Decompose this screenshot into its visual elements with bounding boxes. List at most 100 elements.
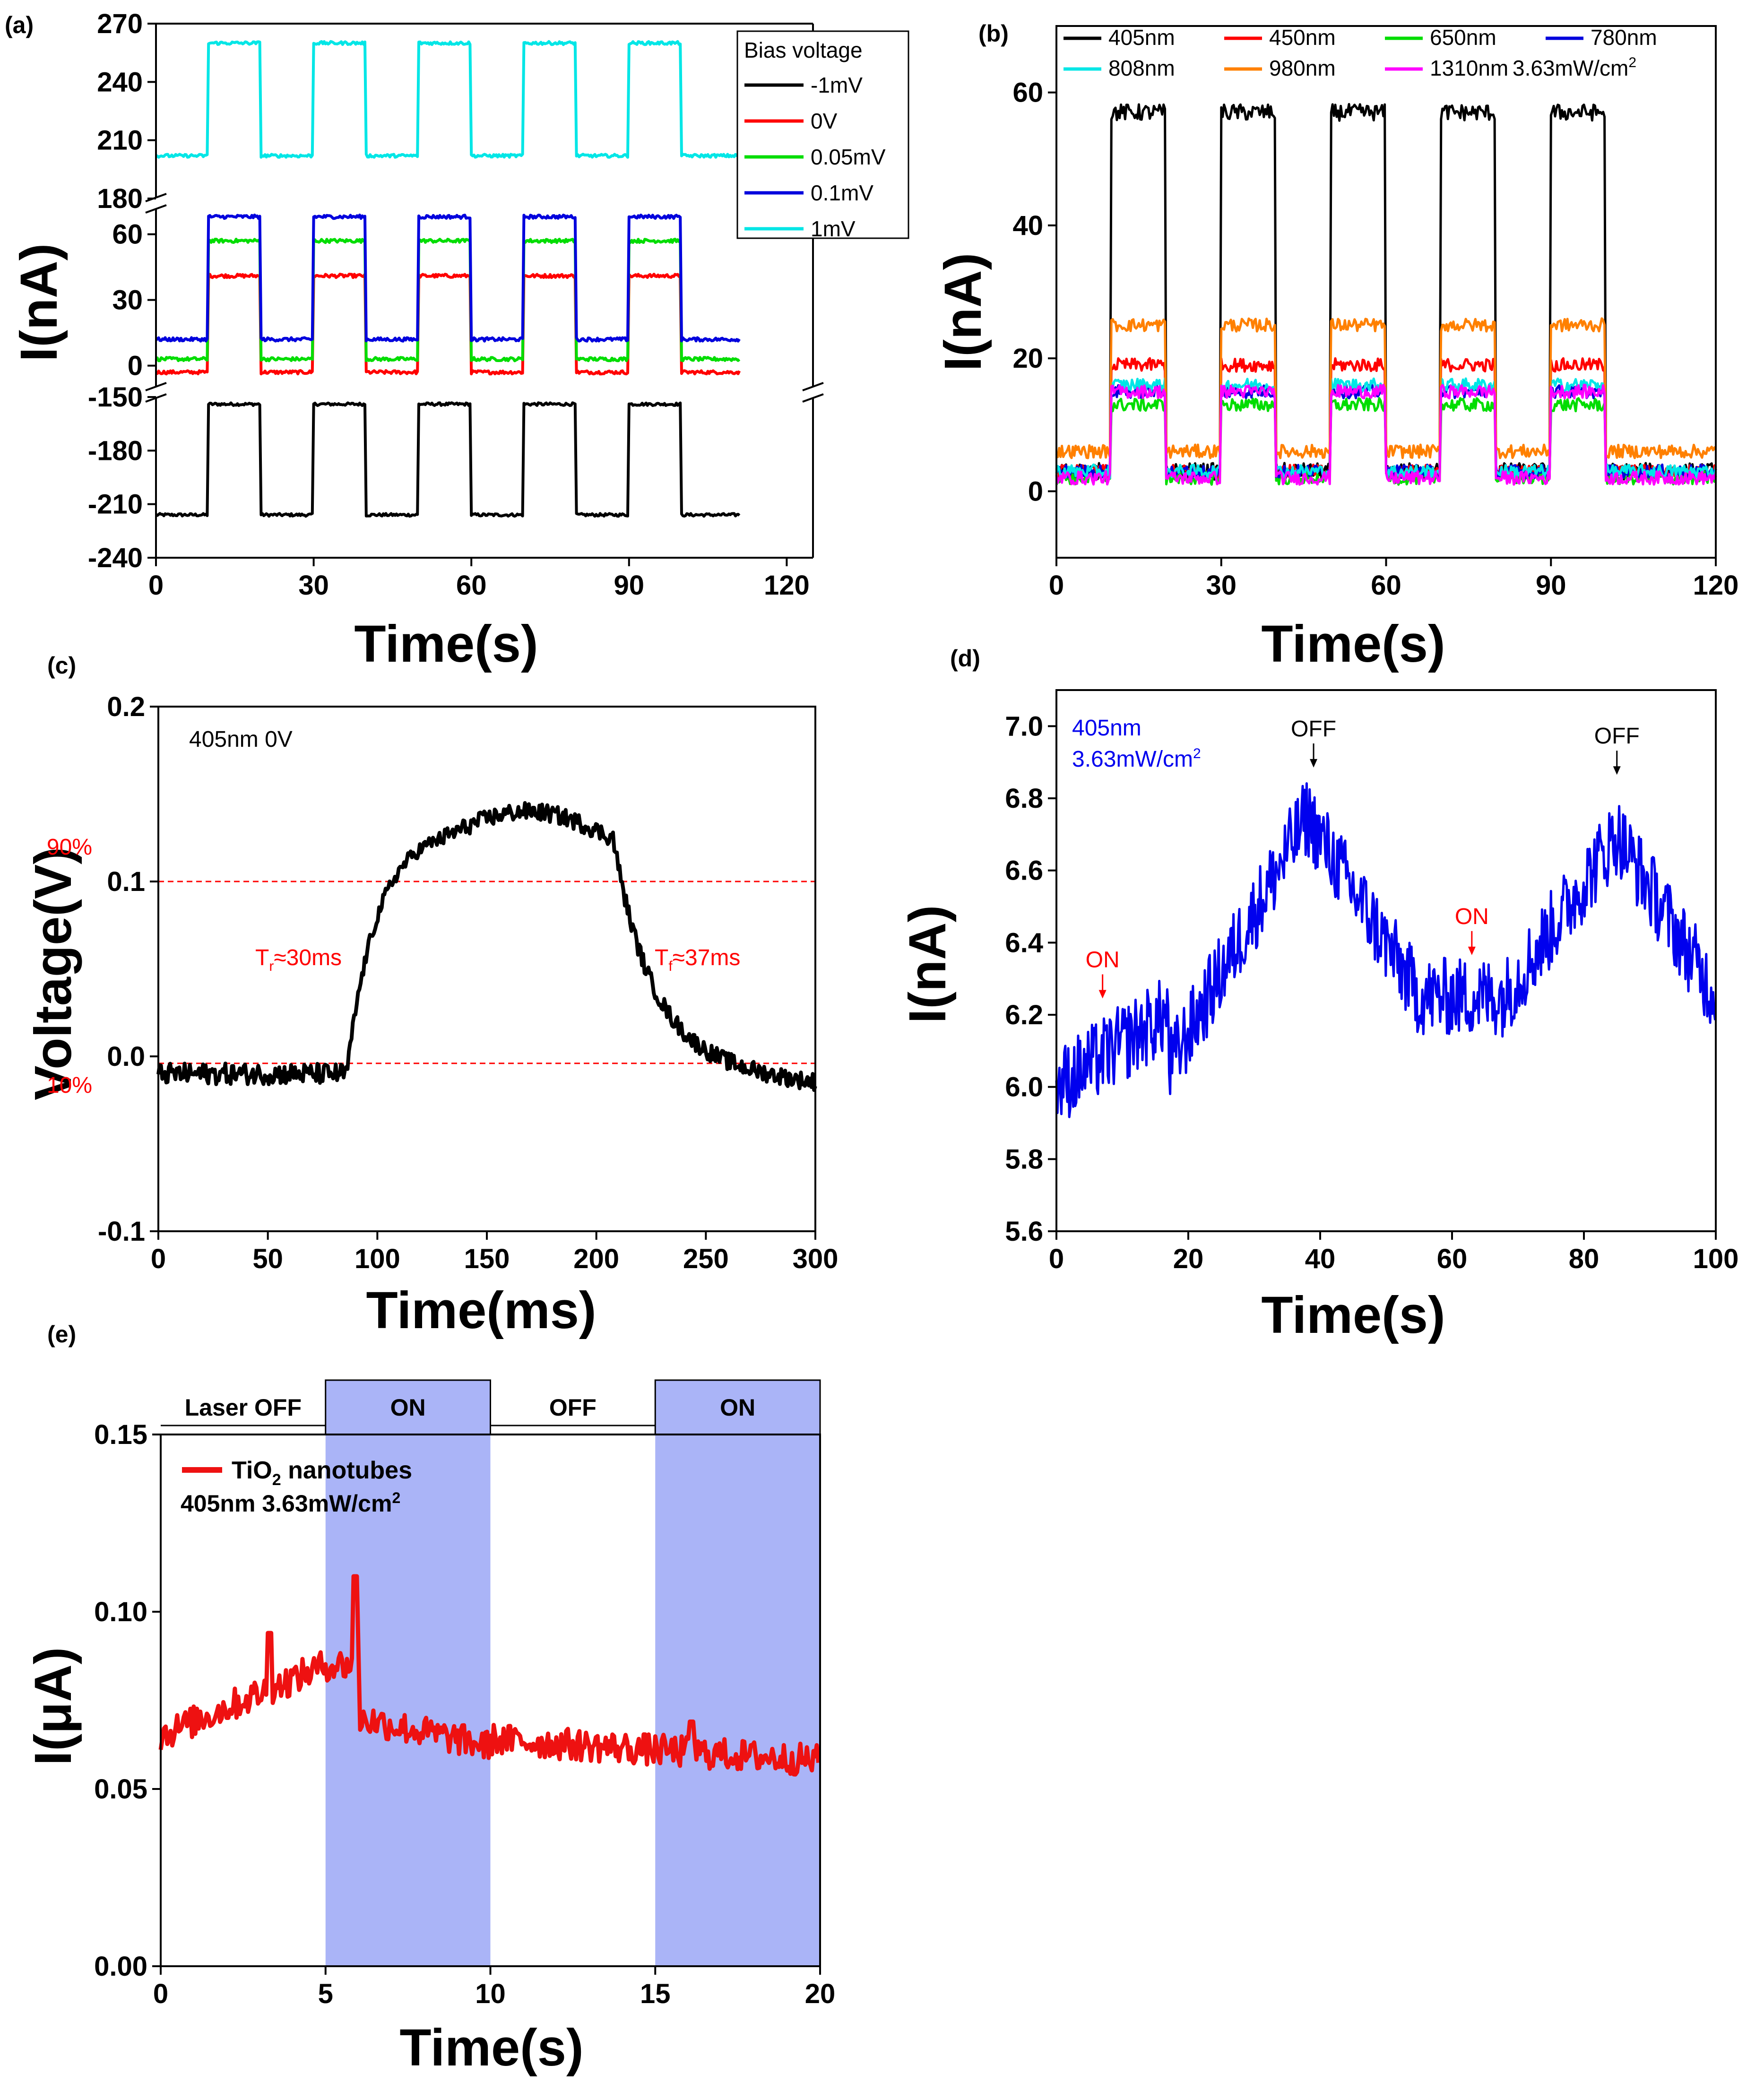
chart-b-legend-label: 405nm: [1108, 25, 1175, 50]
chart-d-ylabel: I(nA): [899, 905, 957, 1023]
chart-a-break-mark: [145, 204, 167, 214]
panel-label-e: (e): [47, 1321, 76, 1348]
chart-b-ytick-label: 60: [1012, 78, 1043, 108]
chart-e-band-header: [325, 1379, 491, 1435]
chart-a-xtick-label: 60: [456, 570, 487, 601]
panel-label-a: (a): [5, 12, 34, 38]
chart-a-break-mark: [802, 382, 824, 391]
chart-a-legend-label: 0.05mV: [811, 145, 886, 169]
chart-a-xtick-label: 90: [614, 570, 645, 601]
chart-b-legend-label: 980nm: [1269, 56, 1336, 80]
chart-e-ytick-label: 0.15: [94, 1419, 147, 1450]
chart-b-legend-label: 450nm: [1269, 25, 1336, 50]
chart-c-ytick-label: -0.1: [98, 1216, 145, 1247]
chart-c: 0 50 100 150 200 250 300 -0.1 0.0 0.1 0.2 Time(ms)…: [24, 691, 838, 1339]
chart-e-shaded-band: [655, 1434, 820, 1966]
chart-d-xtick-label: 60: [1437, 1244, 1468, 1274]
chart-a-ytick-label: 180: [97, 183, 143, 214]
chart-a-break-mark: [145, 382, 167, 391]
chart-b-intensity: 3.63mW/cm2: [1513, 55, 1636, 80]
chart-e-xtick-label: 0: [153, 1979, 168, 2009]
chart-e-ytick-label: 0.00: [94, 1951, 147, 1982]
chart-b-ytick-label: 20: [1012, 343, 1043, 374]
panel-label-d: (d): [950, 645, 980, 672]
chart-e-xtick-label: 10: [475, 1979, 506, 2009]
chart-a-ytick-label: -210: [88, 489, 143, 520]
chart-e: Laser OFF ON OFF ON 0 5 10 15 20 0.00 0.05 0.10 0.1…: [24, 1379, 835, 2077]
chart-b-legend-label: 808nm: [1108, 56, 1175, 80]
chart-d-markers: ON OFF ON OFF: [1086, 717, 1640, 999]
chart-e-shaded-band: [325, 1434, 491, 1966]
chart-d-ytick-label: 5.8: [1005, 1144, 1043, 1175]
chart-e-xlabel: Time(s): [399, 2019, 583, 2077]
chart-a-plot-area: [155, 40, 741, 518]
chart-e-band-label: OFF: [549, 1394, 597, 1421]
chart-a-xtick-label: 120: [764, 570, 810, 601]
chart-d-xtick-label: 40: [1305, 1244, 1336, 1274]
chart-a-series-line: [155, 273, 741, 376]
chart-c-condition: 405nm 0V: [189, 727, 293, 752]
chart-a-ytick-label: -150: [88, 382, 143, 413]
chart-a-legend-label: 0.1mV: [811, 181, 873, 205]
chart-e-ylabel: I(μA): [24, 1647, 82, 1766]
chart-a-legend: Bias voltage -1mV 0V 0.05mV 0.1mV 1mV: [736, 30, 909, 241]
chart-a-series-line: [155, 40, 740, 159]
chart-d-marker-label: OFF: [1594, 724, 1640, 749]
chart-a-legend-title: Bias voltage: [744, 38, 863, 62]
chart-d-xtick-label: 80: [1569, 1244, 1600, 1274]
chart-a-series-line: [155, 401, 741, 518]
chart-e-xtick-label: 20: [805, 1979, 836, 2009]
chart-c-label-90: 90%: [47, 835, 92, 860]
chart-c-plot-area: [156, 801, 817, 1092]
chart-d-marker-label: ON: [1455, 904, 1489, 929]
chart-e-axes: 0 5 10 15 20 0.00 0.05 0.10 0.15: [94, 1419, 835, 2009]
chart-d-marker-arrowhead: [1310, 759, 1318, 768]
chart-c-ylabel: Voltage(V): [24, 847, 82, 1100]
chart-b-legend-label: 780nm: [1591, 25, 1657, 50]
chart-d-marker-arrowhead: [1098, 990, 1107, 999]
chart-e-legend-label: TiO2 nanotubes: [232, 1457, 412, 1489]
chart-d-info-wavelength: 405nm: [1072, 716, 1141, 741]
panel-label-b: (b): [978, 20, 1009, 47]
chart-d-xtick-label: 20: [1173, 1244, 1204, 1274]
chart-a-legend-label: -1mV: [811, 73, 863, 97]
chart-b-xlabel: Time(s): [1261, 615, 1445, 673]
chart-d-axes: 0 20 40 60 80 100 5.6 5.8 6.0 6.2 6.4 6.6 6.8 7.0: [1005, 689, 1739, 1274]
chart-e-plot-area: [158, 1574, 821, 1777]
chart-b-xtick-label: 0: [1049, 570, 1064, 601]
chart-a-ytick-label: -240: [88, 543, 143, 573]
chart-c-xtick-label: 0: [151, 1244, 166, 1274]
chart-d-marker-arrowhead: [1468, 946, 1476, 955]
chart-c-xtick-label: 50: [252, 1244, 283, 1274]
chart-d-ytick-label: 6.4: [1005, 927, 1043, 958]
chart-d-info-intensity: 3.63mW/cm2: [1072, 746, 1201, 772]
chart-d-ytick-label: 6.0: [1005, 1072, 1043, 1103]
chart-a-ylabel: I(nA): [10, 243, 68, 362]
chart-b-xtick-label: 120: [1693, 570, 1739, 601]
chart-d-series-line: [1055, 782, 1717, 1118]
chart-d-plot-area: [1055, 782, 1717, 1118]
chart-a-series-line: [155, 213, 741, 343]
chart-b-axes: 0 30 60 90 120 0 20 40 60: [1012, 25, 1739, 601]
chart-b-ytick-label: 0: [1028, 476, 1043, 507]
chart-a-xtick-label: 0: [148, 570, 164, 601]
chart-e-band-label: Laser OFF: [185, 1394, 302, 1421]
chart-c-label-10: 10%: [47, 1073, 92, 1098]
chart-b-xtick-label: 90: [1536, 570, 1566, 601]
chart-a-ytick-label: 240: [97, 67, 143, 97]
chart-b-legend-label: 1310nm: [1430, 56, 1508, 80]
chart-c-xtick-label: 300: [793, 1244, 839, 1274]
chart-c-axes: 0 50 100 150 200 250 300 -0.1 0.0 0.1 0.2: [98, 691, 838, 1274]
chart-c-xlabel: Time(ms): [366, 1281, 597, 1339]
chart-a-xtick-label: 30: [298, 570, 329, 601]
chart-d-marker-arrowhead: [1613, 766, 1621, 775]
chart-d-xtick-label: 100: [1693, 1244, 1739, 1274]
chart-a-ytick-label: 210: [97, 125, 143, 156]
chart-c-ytick-label: 0.2: [107, 691, 145, 722]
chart-c-xtick-label: 250: [683, 1244, 729, 1274]
chart-e-xtick-label: 15: [640, 1979, 671, 2009]
chart-b-ytick-label: 40: [1012, 210, 1043, 241]
chart-a-ytick-label: 60: [112, 219, 143, 250]
